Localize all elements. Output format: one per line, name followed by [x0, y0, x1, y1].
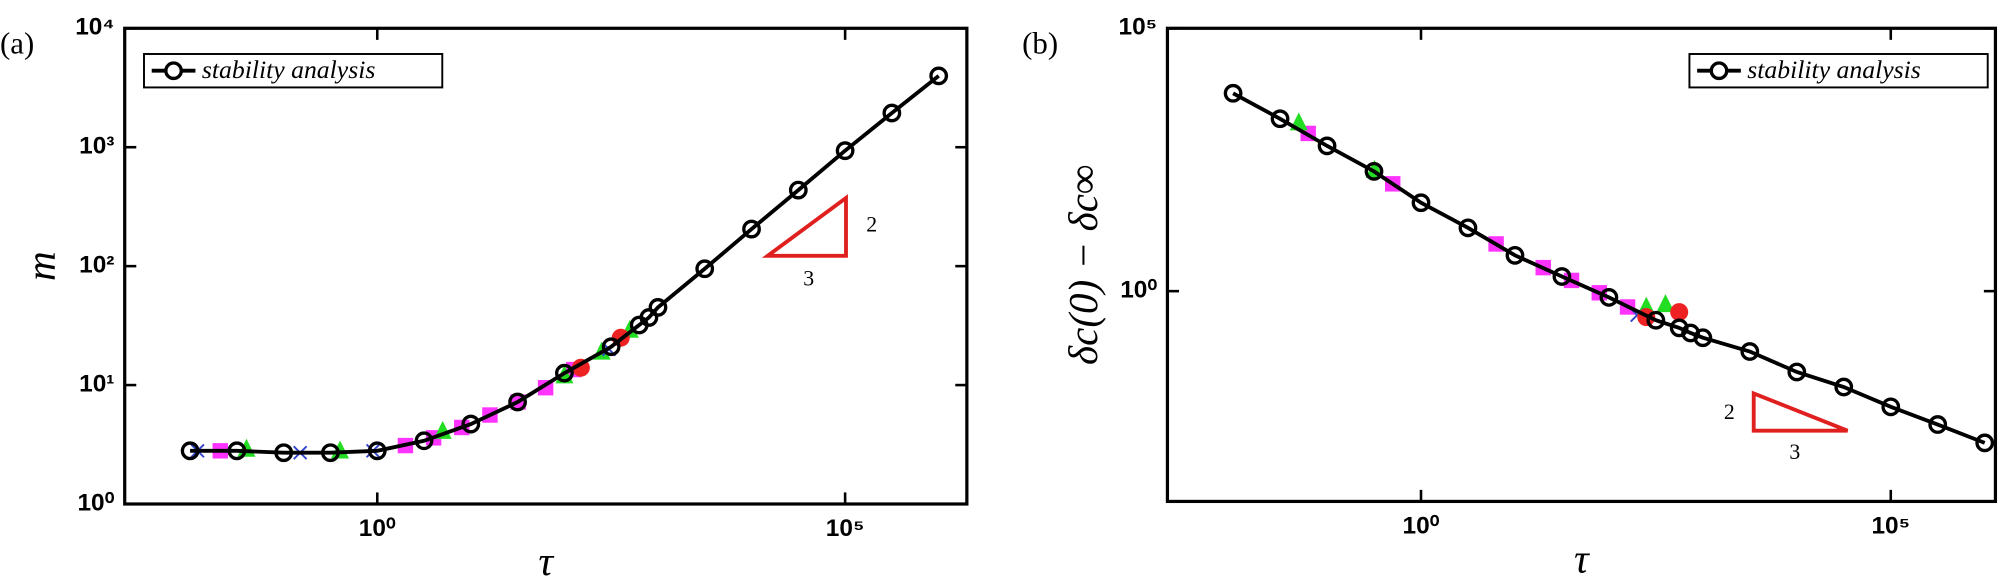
data-point	[1787, 362, 1807, 382]
data-point	[1270, 109, 1290, 129]
data-point	[1975, 433, 1995, 453]
panel-label: (a)	[0, 26, 34, 60]
y-axis-label: δc(0) − δc∞	[1060, 165, 1107, 365]
legend-marker	[1709, 61, 1729, 81]
data-point	[1881, 397, 1901, 417]
y-tick-label: 10²	[79, 252, 114, 279]
data-point	[508, 392, 527, 412]
x-axis-label: τ	[538, 538, 554, 584]
x-axis-label: τ	[1574, 536, 1590, 582]
x-tick-label: 10⁰	[1403, 513, 1440, 540]
data-point	[648, 298, 668, 317]
y-tick-label: 10⁴	[75, 14, 114, 41]
data-point	[555, 363, 574, 383]
y-tick-label: 10³	[79, 133, 114, 160]
data-point	[461, 414, 481, 434]
y-tick-label: 10⁵	[1119, 14, 1158, 41]
data-point	[1834, 377, 1854, 397]
data-point	[1411, 193, 1431, 213]
y-axis-label: m	[17, 251, 63, 281]
data-point	[1928, 415, 1948, 434]
annotation: 2	[866, 212, 877, 236]
data-point	[1317, 136, 1337, 156]
data-point	[742, 219, 761, 239]
annotation: 2	[1724, 400, 1735, 424]
data-point	[227, 441, 247, 461]
data-point	[180, 441, 200, 461]
data-point	[1223, 83, 1243, 103]
data-point	[414, 431, 434, 451]
data-line	[1232, 91, 1986, 445]
plot-frame	[1165, 26, 1998, 504]
data-line	[190, 74, 940, 455]
data-point	[1599, 288, 1619, 307]
x-tick-label: 10⁵	[1871, 513, 1910, 540]
data-point	[1505, 245, 1525, 265]
y-tick-label: 10¹	[79, 371, 114, 398]
data-point	[321, 443, 340, 463]
data-point	[788, 180, 808, 200]
data-point	[929, 66, 949, 86]
data-point	[1670, 303, 1689, 322]
panel-label: (b)	[1022, 26, 1058, 60]
annotation: 3	[803, 266, 814, 290]
x-tick-label: 10⁵	[826, 515, 865, 542]
data-point	[1693, 328, 1713, 348]
annotation: 3	[1789, 440, 1800, 464]
data-point	[695, 259, 715, 279]
legend-label: stability analysis	[202, 55, 376, 84]
slope-triangle	[761, 194, 848, 258]
data-point	[835, 141, 855, 161]
legend-box	[1688, 53, 1989, 89]
data-point	[601, 337, 621, 357]
data-point	[1552, 267, 1572, 286]
data-point	[367, 441, 387, 461]
data-point	[1646, 310, 1666, 330]
data-point	[1364, 161, 1384, 181]
data-point	[1458, 218, 1478, 238]
data-point	[882, 103, 902, 123]
y-tick-label: 10⁰	[1120, 277, 1157, 304]
legend-marker	[164, 61, 183, 81]
data-point	[1740, 342, 1760, 361]
slope-triangle	[1751, 390, 1849, 433]
x-tick-label: 10⁰	[359, 515, 396, 542]
y-tick-label: 10⁰	[77, 489, 114, 516]
data-point	[274, 443, 294, 463]
data-point	[1656, 294, 1675, 313]
legend-label: stability analysis	[1747, 55, 1921, 84]
